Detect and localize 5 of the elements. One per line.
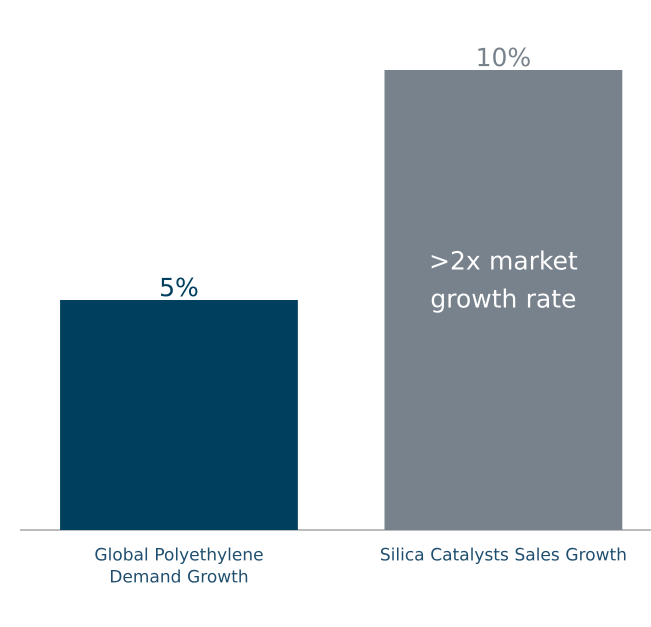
x-tick-label: Global Polyethylene Demand Growth [95, 548, 263, 583]
annotation: >2x market growth rate [432, 250, 578, 313]
data-label: 10% [478, 48, 530, 66]
data-label: 5% [161, 278, 198, 296]
x-tick-label: Silica Catalysts Sales Growth [380, 548, 626, 564]
